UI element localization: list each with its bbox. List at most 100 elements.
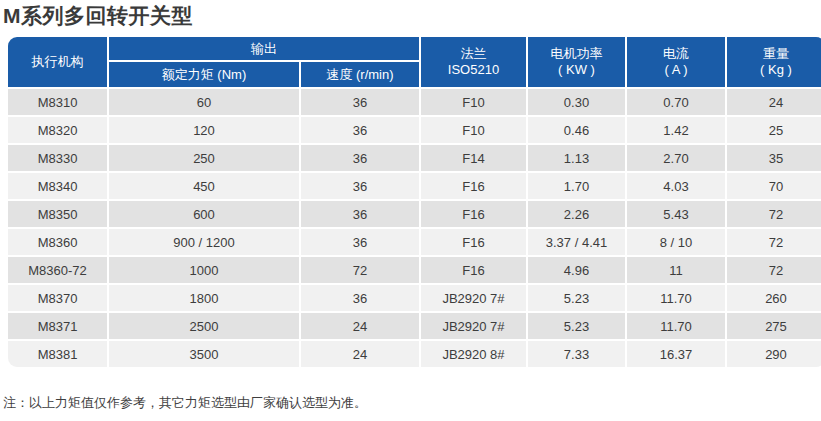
col-header-weight-line2: ( Kg ) <box>731 62 821 78</box>
col-header-flange-line1: 法兰 <box>425 46 522 62</box>
col-header-actuator: 执行机构 <box>8 37 107 87</box>
cell-rated-torque: 1000 <box>109 257 299 283</box>
table-row: M8371 2500 24 JB2920 7# 5.23 11.70 275 <box>8 313 821 339</box>
cell-weight: 72 <box>727 229 821 255</box>
col-header-rated-torque: 额定力矩 (Nm) <box>109 62 299 87</box>
cell-current: 16.37 <box>627 341 725 367</box>
page-title: M系列多回转开关型 <box>0 0 821 29</box>
cell-weight: 260 <box>727 285 821 311</box>
cell-flange: F10 <box>421 89 526 115</box>
table-row: M8360 900 / 1200 36 F16 3.37 / 4.41 8 / … <box>8 229 821 255</box>
cell-speed: 36 <box>301 285 419 311</box>
cell-weight: 290 <box>727 341 821 367</box>
table-row: M8330 250 36 F14 1.13 2.70 35 <box>8 145 821 171</box>
cell-motor-power: 1.13 <box>528 145 625 171</box>
cell-rated-torque: 60 <box>109 89 299 115</box>
col-header-speed: 速度 (r/min) <box>301 62 419 87</box>
table-body: M8310 60 36 F10 0.30 0.70 24 M8320 120 3… <box>8 89 821 367</box>
col-header-motor-power-line1: 电机功率 <box>532 46 621 62</box>
cell-rated-torque: 900 / 1200 <box>109 229 299 255</box>
cell-rated-torque: 250 <box>109 145 299 171</box>
cell-motor-power: 5.23 <box>528 313 625 339</box>
cell-model: M8310 <box>8 89 107 115</box>
col-header-weight: 重量 ( Kg ) <box>727 37 821 87</box>
cell-speed: 36 <box>301 145 419 171</box>
cell-motor-power: 0.46 <box>528 117 625 143</box>
cell-flange: JB2920 7# <box>421 313 526 339</box>
cell-current: 11.70 <box>627 285 725 311</box>
col-header-weight-line1: 重量 <box>731 46 821 62</box>
cell-speed: 24 <box>301 313 419 339</box>
cell-current: 0.70 <box>627 89 725 115</box>
cell-current: 1.42 <box>627 117 725 143</box>
cell-speed: 24 <box>301 341 419 367</box>
cell-speed: 72 <box>301 257 419 283</box>
cell-motor-power: 0.30 <box>528 89 625 115</box>
cell-rated-torque: 450 <box>109 173 299 199</box>
col-header-motor-power: 电机功率 ( KW ) <box>528 37 625 87</box>
table-header: 执行机构 输出 法兰 ISO5210 电机功率 ( KW ) 电流 ( A ) … <box>8 37 821 87</box>
table-row: M8310 60 36 F10 0.30 0.70 24 <box>8 89 821 115</box>
cell-model: M8360 <box>8 229 107 255</box>
col-header-current-line1: 电流 <box>631 46 721 62</box>
cell-weight: 70 <box>727 173 821 199</box>
col-header-current-line2: ( A ) <box>631 62 721 78</box>
cell-flange: F16 <box>421 257 526 283</box>
col-header-flange-line2: ISO5210 <box>425 62 522 78</box>
cell-rated-torque: 2500 <box>109 313 299 339</box>
cell-current: 2.70 <box>627 145 725 171</box>
cell-model: M8320 <box>8 117 107 143</box>
cell-rated-torque: 600 <box>109 201 299 227</box>
cell-current: 11.70 <box>627 313 725 339</box>
cell-model: M8350 <box>8 201 107 227</box>
cell-current: 11 <box>627 257 725 283</box>
cell-motor-power: 1.70 <box>528 173 625 199</box>
cell-speed: 36 <box>301 201 419 227</box>
cell-rated-torque: 3500 <box>109 341 299 367</box>
table-row: M8350 600 36 F16 2.26 5.43 72 <box>8 201 821 227</box>
cell-weight: 275 <box>727 313 821 339</box>
cell-flange: F14 <box>421 145 526 171</box>
cell-model: M8370 <box>8 285 107 311</box>
cell-rated-torque: 120 <box>109 117 299 143</box>
spec-table: 执行机构 输出 法兰 ISO5210 电机功率 ( KW ) 电流 ( A ) … <box>6 35 821 369</box>
cell-model: M8371 <box>8 313 107 339</box>
cell-current: 5.43 <box>627 201 725 227</box>
cell-flange: F16 <box>421 173 526 199</box>
cell-flange: JB2920 8# <box>421 341 526 367</box>
cell-flange: F16 <box>421 201 526 227</box>
page: M系列多回转开关型 执行机构 输出 法兰 ISO5210 电机功率 ( KW ) <box>0 0 821 421</box>
cell-flange: JB2920 7# <box>421 285 526 311</box>
cell-motor-power: 5.23 <box>528 285 625 311</box>
footnote: 注：以上力矩值仅作参考，其它力矩选型由厂家确认选型为准。 <box>3 394 821 412</box>
cell-speed: 36 <box>301 229 419 255</box>
cell-model: M8381 <box>8 341 107 367</box>
cell-current: 8 / 10 <box>627 229 725 255</box>
cell-flange: F10 <box>421 117 526 143</box>
cell-weight: 35 <box>727 145 821 171</box>
cell-flange: F16 <box>421 229 526 255</box>
cell-motor-power: 4.96 <box>528 257 625 283</box>
cell-motor-power: 2.26 <box>528 201 625 227</box>
cell-weight: 72 <box>727 257 821 283</box>
cell-model: M8330 <box>8 145 107 171</box>
table-row: M8360-72 1000 72 F16 4.96 11 72 <box>8 257 821 283</box>
cell-weight: 72 <box>727 201 821 227</box>
cell-model: M8360-72 <box>8 257 107 283</box>
cell-model: M8340 <box>8 173 107 199</box>
col-header-current: 电流 ( A ) <box>627 37 725 87</box>
cell-weight: 24 <box>727 89 821 115</box>
col-header-flange: 法兰 ISO5210 <box>421 37 526 87</box>
cell-speed: 36 <box>301 173 419 199</box>
table-row: M8340 450 36 F16 1.70 4.03 70 <box>8 173 821 199</box>
col-header-motor-power-line2: ( KW ) <box>532 62 621 78</box>
table-row: M8370 1800 36 JB2920 7# 5.23 11.70 260 <box>8 285 821 311</box>
cell-motor-power: 3.37 / 4.41 <box>528 229 625 255</box>
table-row: M8320 120 36 F10 0.46 1.42 25 <box>8 117 821 143</box>
cell-motor-power: 7.33 <box>528 341 625 367</box>
cell-weight: 25 <box>727 117 821 143</box>
cell-current: 4.03 <box>627 173 725 199</box>
table-row: M8381 3500 24 JB2920 8# 7.33 16.37 290 <box>8 341 821 367</box>
cell-rated-torque: 1800 <box>109 285 299 311</box>
col-header-output-group: 输出 <box>109 37 419 60</box>
